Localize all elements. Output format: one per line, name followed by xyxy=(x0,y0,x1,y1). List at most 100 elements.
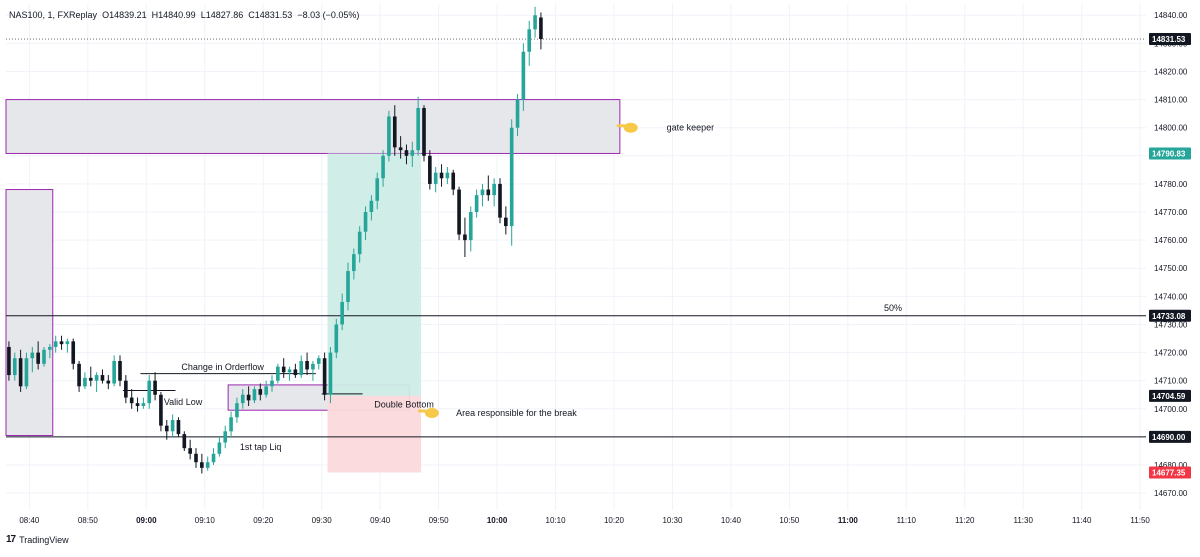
symbol-name: NAS100, 1, FXReplay xyxy=(9,10,98,20)
axes: 14670.00 14680.00 14690.00 14700.00 14710.00… xyxy=(19,11,1191,525)
candle-body xyxy=(433,172,438,184)
candle-body xyxy=(416,108,420,151)
candle-body xyxy=(182,434,187,449)
candle-body xyxy=(334,324,339,353)
x-tick-label: 10:40 xyxy=(721,516,742,525)
candle-body xyxy=(48,346,52,350)
candle-body xyxy=(387,116,391,156)
candle-body xyxy=(129,397,134,404)
candle-body xyxy=(18,358,23,387)
candle-body xyxy=(141,403,146,406)
candle-body xyxy=(264,386,268,395)
y-tick-label: 14710.00 xyxy=(1154,377,1188,386)
candle-body xyxy=(527,29,532,52)
candle-body xyxy=(83,377,87,387)
candle-body xyxy=(346,271,350,302)
candle-body xyxy=(340,301,344,325)
tradingview-brand[interactable]: 17 TradingView xyxy=(6,534,69,545)
pointing-hand-finger-icon xyxy=(616,124,626,128)
y-tick-label: 14810.00 xyxy=(1154,96,1188,105)
candle-body xyxy=(381,155,385,179)
candle-body xyxy=(352,254,356,272)
candle-body xyxy=(504,217,508,227)
x-tick-label: 10:10 xyxy=(546,516,567,525)
price-tag xyxy=(1149,33,1191,46)
candle-body xyxy=(293,369,298,376)
gate-keeper-zone xyxy=(5,99,621,154)
y-tick-label: 14740.00 xyxy=(1154,292,1188,301)
candle-body xyxy=(12,358,17,376)
x-tick-label: 09:40 xyxy=(370,516,391,525)
fifty-percent-label: 50% xyxy=(884,303,902,313)
candle-body xyxy=(153,380,157,395)
pointing-hand-finger-icon xyxy=(417,409,427,413)
candle-body xyxy=(77,363,81,387)
x-tick-label: 10:20 xyxy=(604,516,625,525)
y-tick-label: 14770.00 xyxy=(1154,208,1188,217)
price-tag-label: 14690.00 xyxy=(1152,433,1186,442)
symbol-header: NAS100, 1, FXReplay O14839.21 H14840.99 … xyxy=(9,10,359,20)
x-tick-label: 09:20 xyxy=(253,516,274,525)
price-tag-label: 14831.53 xyxy=(1152,35,1186,44)
candle-body xyxy=(200,462,204,468)
candle-body xyxy=(71,341,76,364)
candle-body xyxy=(194,453,198,463)
annotation-label: Valid Low xyxy=(164,397,203,407)
y-tick-label: 14840.00 xyxy=(1154,11,1188,20)
price-tag xyxy=(1149,309,1191,322)
y-tick-label: 14750.00 xyxy=(1154,264,1188,273)
candle-body xyxy=(363,212,368,232)
x-tick-label: 10:30 xyxy=(662,516,683,525)
price-tag-label: 14733.08 xyxy=(1152,312,1186,321)
position-loss-zone xyxy=(327,395,422,473)
candle-body xyxy=(112,361,116,384)
candle-body xyxy=(94,375,99,381)
price-tag-label: 14790.83 xyxy=(1152,149,1186,158)
candle-body xyxy=(410,150,415,156)
candle-body xyxy=(404,150,409,156)
candle-body xyxy=(369,200,374,213)
candle-body xyxy=(270,380,274,387)
candles xyxy=(7,6,543,474)
candle-body xyxy=(59,341,64,345)
y-tick-label: 14670.00 xyxy=(1154,489,1188,498)
candle-body xyxy=(164,425,169,432)
candle-body xyxy=(30,352,35,359)
candle-body xyxy=(375,178,380,201)
candle-body xyxy=(533,15,537,30)
candle-body xyxy=(299,361,304,376)
x-tick-label: 11:50 xyxy=(1130,516,1150,525)
candle-body xyxy=(135,403,140,406)
candle-body xyxy=(88,377,93,381)
annotation-label: gate keeper xyxy=(667,123,715,133)
y-tick-label: 14820.00 xyxy=(1154,67,1188,76)
candle-body xyxy=(106,380,111,384)
x-tick-label: 09:00 xyxy=(136,516,157,525)
candle-body xyxy=(463,234,467,241)
price-tag xyxy=(1149,430,1191,443)
tradingview-logo-icon: 17 xyxy=(6,534,16,545)
candle-body xyxy=(24,358,29,387)
candle-body xyxy=(235,403,239,418)
candle-body xyxy=(287,369,292,373)
ohlc-low: L14827.86 xyxy=(200,10,244,20)
candle-body xyxy=(159,394,163,426)
candle-body xyxy=(36,352,40,364)
x-tick-label: 11:10 xyxy=(897,516,917,525)
candle-body xyxy=(480,189,485,196)
candle-body xyxy=(328,352,333,395)
left-zone xyxy=(5,189,54,437)
price-tag-label: 14677.35 xyxy=(1152,468,1186,477)
pointing-hand-icon xyxy=(623,122,638,133)
x-tick-label: 11:00 xyxy=(838,516,859,525)
candle-body xyxy=(316,358,321,364)
candle-body xyxy=(65,341,70,345)
candle-body xyxy=(498,183,502,218)
candle-body xyxy=(468,212,473,241)
candle-body xyxy=(223,431,228,443)
ohlc-close: C14831.53 xyxy=(248,10,293,20)
candle-body xyxy=(422,108,426,156)
candle-body xyxy=(276,366,280,381)
